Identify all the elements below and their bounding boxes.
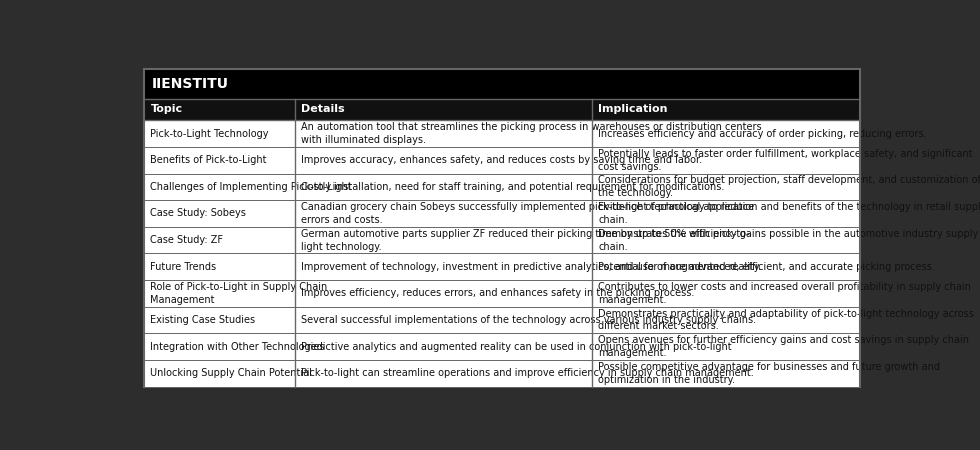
Text: Implication: Implication [599, 104, 668, 114]
Text: Increases efficiency and accuracy of order picking, reducing errors.: Increases efficiency and accuracy of ord… [599, 129, 927, 139]
Text: Benefits of Pick-to-Light: Benefits of Pick-to-Light [150, 155, 267, 165]
Text: IIENSTITU: IIENSTITU [152, 77, 229, 91]
Text: Unlocking Supply Chain Potential: Unlocking Supply Chain Potential [150, 368, 313, 378]
Bar [144, 99, 860, 120]
Text: Pick-to-Light Technology: Pick-to-Light Technology [150, 129, 269, 139]
Text: Canadian grocery chain Sobeys successfully implemented pick-to-light technology : Canadian grocery chain Sobeys successful… [301, 202, 754, 225]
Text: Improvement of technology, investment in predictive analytics, and use of augmen: Improvement of technology, investment in… [301, 262, 761, 272]
Bar [144, 120, 860, 147]
Text: Case Study: Sobeys: Case Study: Sobeys [150, 208, 246, 218]
Text: Costly installation, need for staff training, and potential requirement for modi: Costly installation, need for staff trai… [301, 182, 724, 192]
Text: Improves accuracy, enhances safety, and reduces costs by saving time and labor.: Improves accuracy, enhances safety, and … [301, 155, 702, 165]
Text: Considerations for budget projection, staff development, and customization of
th: Considerations for budget projection, st… [599, 176, 980, 198]
Text: Potentially leads to faster order fulfillment, workplace safety, and significant: Potentially leads to faster order fulfil… [599, 149, 973, 171]
Text: Improves efficiency, reduces errors, and enhances safety in the picking process.: Improves efficiency, reduces errors, and… [301, 288, 695, 298]
Bar [144, 227, 860, 253]
Bar [144, 200, 860, 227]
Text: Future Trends: Future Trends [150, 262, 217, 272]
Text: Case Study: ZF: Case Study: ZF [150, 235, 223, 245]
Text: Potential for more advanced, efficient, and accurate picking process.: Potential for more advanced, efficient, … [599, 262, 935, 272]
Text: Possible competitive advantage for businesses and future growth and
optimization: Possible competitive advantage for busin… [599, 362, 941, 385]
Text: Opens avenues for further efficiency gains and cost savings in supply chain
mana: Opens avenues for further efficiency gai… [599, 335, 969, 358]
Text: Challenges of Implementing Pick-to-Light: Challenges of Implementing Pick-to-Light [150, 182, 352, 192]
Text: Demonstrates practicality and adaptability of pick-to-light technology across
di: Demonstrates practicality and adaptabili… [599, 309, 974, 332]
Text: Integration with Other Technologies: Integration with Other Technologies [150, 342, 325, 352]
Bar [144, 280, 860, 307]
Text: Predictive analytics and augmented reality can be used in conjunction with pick-: Predictive analytics and augmented reali… [301, 342, 732, 352]
Text: Role of Pick-to-Light in Supply Chain
Management: Role of Pick-to-Light in Supply Chain Ma… [150, 282, 327, 305]
Text: Pick-to-light can streamline operations and improve efficiency in supply chain m: Pick-to-light can streamline operations … [301, 368, 754, 378]
Bar [144, 253, 860, 280]
Bar [144, 147, 860, 174]
Text: German automotive parts supplier ZF reduced their picking time by up to 50% with: German automotive parts supplier ZF redu… [301, 229, 750, 252]
Text: Several successful implementations of the technology across various industry sup: Several successful implementations of th… [301, 315, 757, 325]
Bar [144, 333, 860, 360]
Text: An automation tool that streamlines the picking process in warehouses or distrib: An automation tool that streamlines the … [301, 122, 761, 145]
Text: Evidence of practical application and benefits of the technology in retail suppl: Evidence of practical application and be… [599, 202, 980, 225]
Bar [144, 174, 860, 200]
Text: Contributes to lower costs and increased overall profitability in supply chain
m: Contributes to lower costs and increased… [599, 282, 971, 305]
Text: Topic: Topic [150, 104, 182, 114]
Bar [144, 69, 860, 99]
Text: Demonstrates the efficiency gains possible in the automotive industry supply
cha: Demonstrates the efficiency gains possib… [599, 229, 979, 252]
Text: Details: Details [301, 104, 345, 114]
Bar [144, 307, 860, 333]
Text: Existing Case Studies: Existing Case Studies [150, 315, 256, 325]
Bar [144, 360, 860, 387]
